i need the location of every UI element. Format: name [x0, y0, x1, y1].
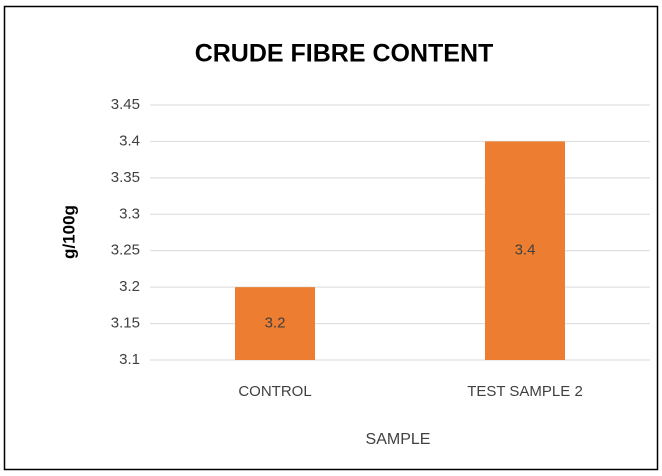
chart-title: CRUDE FIBRE CONTENT	[195, 40, 494, 68]
y-tick-label: 3.4	[119, 132, 140, 149]
y-axis-label: g/100g	[59, 205, 78, 259]
x-axis-label: SAMPLE	[366, 431, 431, 448]
bar	[235, 287, 315, 360]
y-tick-label: 3.2	[119, 278, 140, 295]
y-tick-label: 3.45	[111, 96, 140, 113]
y-tick-label: 3.1	[119, 351, 140, 368]
y-tick-label: 3.3	[119, 205, 140, 222]
y-tick-label: 3.35	[111, 169, 140, 186]
y-tick-label: 3.15	[111, 315, 140, 332]
data-label: 3.4	[515, 242, 536, 259]
x-tick-label: TEST SAMPLE 2	[467, 383, 583, 400]
x-tick-label: CONTROL	[238, 383, 311, 400]
data-label: 3.2	[265, 315, 286, 332]
bar	[485, 141, 565, 360]
y-tick-label: 3.25	[111, 242, 140, 259]
